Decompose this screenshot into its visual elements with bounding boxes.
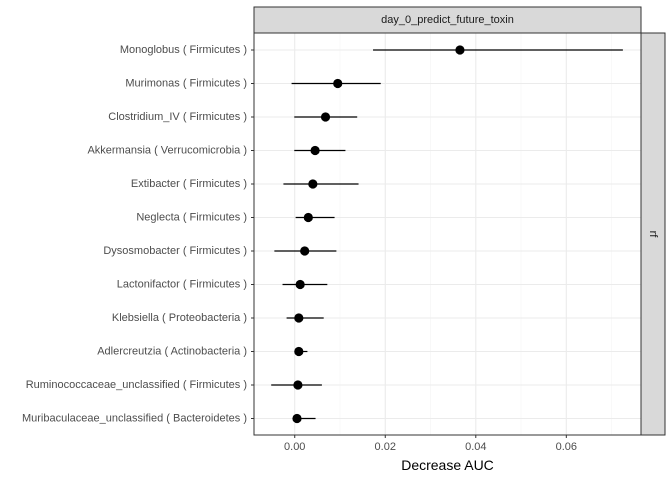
y-tick-label: Neglecta ( Firmicutes ): [136, 212, 247, 224]
x-tick-label: 0.02: [375, 441, 396, 453]
y-tick-label: Lactonifactor ( Firmicutes ): [117, 279, 247, 291]
data-point: [294, 313, 304, 323]
panel-background: [254, 33, 641, 435]
y-tick-label: Clostridium_IV ( Firmicutes ): [108, 111, 247, 123]
data-points: [292, 45, 465, 424]
y-tick-label: Monoglobus ( Firmicutes ): [120, 44, 247, 56]
facet-strip-top-label: day_0_predict_future_toxin: [381, 14, 514, 26]
data-point: [295, 279, 305, 290]
data-point: [455, 45, 465, 55]
x-tick-label: 0.00: [284, 441, 305, 453]
y-tick-label: Ruminococcaceae_unclassified ( Firmicute…: [26, 379, 247, 391]
y-tick-label: Klebsiella ( Proteobacteria ): [112, 312, 247, 324]
facet-strip-right-label: rf: [647, 231, 659, 239]
data-point: [320, 112, 331, 122]
x-tick-label: 0.06: [556, 441, 577, 453]
data-point: [308, 179, 318, 189]
data-point: [294, 346, 304, 357]
facet-strip-right: [640, 32, 666, 436]
y-tick-label: Extibacter ( Firmicutes ): [131, 178, 247, 190]
x-tick-label: 0.04: [465, 441, 486, 453]
data-point: [303, 212, 313, 223]
y-tick-label: Muribaculaceae_unclassified ( Bacteroide…: [22, 413, 247, 425]
facet-strip-top: [253, 6, 642, 34]
y-tick-label: Adlercreutzia ( Actinobacteria ): [97, 346, 247, 358]
y-tick-label: Dysosmobacter ( Firmicutes ): [103, 245, 247, 257]
plot-panel: [254, 33, 641, 435]
data-point: [293, 380, 303, 390]
x-axis-tick-labels: 0.00 0.02 0.04 0.06: [284, 441, 577, 453]
data-point: [310, 145, 320, 156]
data-point: [292, 413, 302, 424]
data-point: [333, 78, 343, 89]
x-axis-ticks: [294, 435, 567, 438]
y-tick-label: Akkermansia ( Verrucomicrobia ): [87, 145, 247, 157]
x-axis-title: Decrease AUC: [401, 457, 494, 473]
y-axis-tick-labels: Monoglobus ( Firmicutes ) Murimonas ( Fir…: [22, 44, 247, 425]
y-axis-ticks: [251, 49, 254, 419]
data-point: [300, 246, 310, 256]
y-tick-label: Murimonas ( Firmicutes ): [125, 78, 247, 90]
